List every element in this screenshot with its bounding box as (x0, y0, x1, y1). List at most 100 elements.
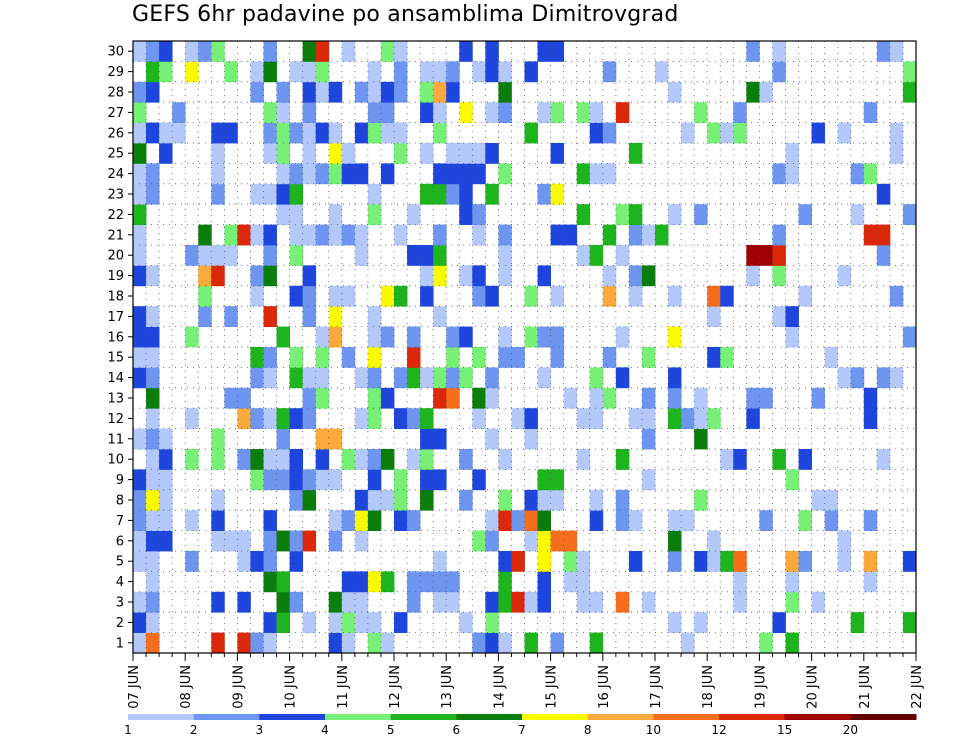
heatmap-cell (641, 469, 656, 491)
heatmap-cell (811, 489, 826, 511)
y-tick-label: 27 (107, 106, 124, 121)
y-tick-label: 17 (107, 310, 124, 325)
heatmap-cell (459, 163, 473, 185)
heatmap-cell (602, 224, 617, 246)
heatmap-cell (354, 224, 369, 246)
heatmap-cell (576, 245, 591, 266)
heatmap-cell (459, 41, 473, 62)
heatmap-cell (420, 285, 434, 307)
heatmap-cell (772, 245, 786, 266)
colorbar-label: 15 (777, 723, 792, 737)
heatmap-cell (263, 224, 277, 246)
heatmap-cell (133, 81, 147, 103)
heatmap-cell (589, 408, 604, 429)
heatmap-cell (863, 387, 878, 409)
heatmap-cell (420, 245, 434, 266)
heatmap-cell (420, 143, 434, 164)
heatmap-cell (237, 632, 251, 654)
heatmap-cell (302, 489, 317, 511)
heatmap-cell (394, 81, 408, 103)
heatmap-cell (211, 41, 225, 62)
heatmap-cell (250, 551, 264, 572)
heatmap-cell (537, 183, 551, 205)
colorbar-label: 4 (321, 723, 329, 737)
heatmap-cell (472, 143, 486, 164)
heatmap-cell (733, 102, 747, 123)
heatmap-cell (133, 510, 147, 531)
heatmap-cell (641, 347, 656, 368)
x-tick-label: 21 JUN (858, 665, 873, 709)
heatmap-cell (354, 489, 369, 511)
colorbar-label: 5 (387, 723, 395, 737)
heatmap-cell (707, 551, 721, 572)
heatmap-cell (328, 632, 343, 654)
heatmap-cell (602, 122, 617, 144)
heatmap-cell (250, 61, 264, 83)
heatmap-cell (250, 347, 264, 368)
heatmap-cell (902, 204, 917, 225)
heatmap-cell (498, 449, 512, 470)
heatmap-cell (394, 469, 408, 491)
heatmap-cell (524, 632, 538, 654)
heatmap-cell (367, 489, 382, 511)
heatmap-cell (237, 224, 251, 246)
heatmap-cell (172, 102, 186, 123)
heatmap-cell (420, 571, 434, 593)
heatmap-cell (380, 102, 395, 123)
heatmap-cell (289, 408, 304, 429)
heatmap-cell (367, 122, 382, 144)
heatmap-cell (211, 245, 225, 266)
heatmap-cell (668, 408, 682, 429)
heatmap-cell (224, 387, 238, 409)
y-tick-label: 4 (116, 575, 124, 590)
heatmap-cell (798, 449, 812, 470)
heatmap-cell (302, 306, 317, 327)
heatmap-cell (511, 551, 525, 572)
heatmap-cell (889, 41, 904, 62)
colorbar-swatch (522, 714, 589, 720)
heatmap-cell (315, 163, 330, 185)
heatmap-cell (380, 122, 395, 144)
heatmap-cell (420, 428, 434, 450)
heatmap-cell (694, 489, 708, 511)
heatmap-cell (315, 347, 330, 368)
heatmap-cell (276, 408, 290, 429)
colorbar-swatch (325, 714, 392, 720)
heatmap-cell (485, 428, 499, 450)
heatmap-cell (472, 285, 486, 307)
y-tick-label: 12 (107, 412, 124, 427)
heatmap-cell (237, 530, 251, 552)
heatmap-cell (394, 612, 408, 633)
heatmap-cell (394, 224, 408, 246)
heatmap-cell (237, 591, 251, 613)
heatmap-cell (485, 183, 499, 205)
colorbar-label: 6 (453, 723, 461, 737)
heatmap-cell (263, 510, 277, 531)
heatmap-cell (641, 428, 656, 450)
heatmap-cell (824, 510, 839, 531)
heatmap-cell (524, 285, 538, 307)
heatmap-cell (133, 591, 147, 613)
heatmap-cell (302, 163, 317, 185)
heatmap-cell (263, 122, 277, 144)
heatmap-cell (446, 591, 460, 613)
heatmap-cell (146, 449, 160, 470)
heatmap-cell (407, 367, 421, 389)
heatmap-cell (250, 81, 264, 103)
heatmap-cell (876, 245, 891, 266)
heatmap-cell (315, 81, 330, 103)
heatmap-cell (276, 81, 290, 103)
heatmap-cell (524, 428, 538, 450)
heatmap-cell (133, 489, 147, 511)
heatmap-cell (850, 367, 865, 389)
x-tick-label: 17 JUN (649, 665, 664, 709)
heatmap-cell (328, 428, 343, 450)
heatmap-cell (485, 510, 499, 531)
heatmap-cell (563, 551, 578, 572)
heatmap-cell (341, 163, 356, 185)
heatmap-cell (550, 530, 565, 552)
heatmap-cell (276, 204, 290, 225)
heatmap-cell (420, 102, 434, 123)
heatmap-cell (446, 347, 460, 368)
x-tick-label: 08 JUN (179, 665, 194, 709)
